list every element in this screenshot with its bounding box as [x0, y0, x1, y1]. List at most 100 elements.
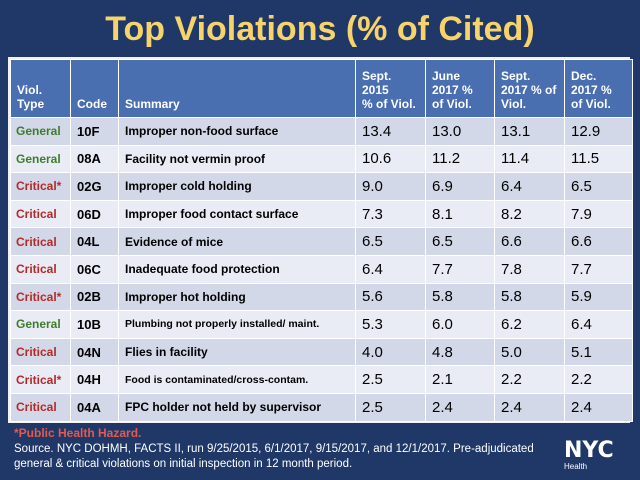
- june-2017-cell: 7.7: [425, 254, 495, 284]
- viol-type-cell: Critical*: [10, 365, 71, 394]
- viol-type-cell: Critical: [10, 254, 71, 284]
- table-row: General 08A Facility not vermin proof 10…: [10, 144, 633, 174]
- code-cell: 06C: [70, 254, 119, 284]
- sept-2017-cell: 7.8: [494, 254, 565, 284]
- table-row: General 10F Improper non-food surface 13…: [10, 117, 633, 146]
- nyc-logo-mark: NYC: [564, 438, 614, 463]
- summary-cell: Improper food contact surface: [118, 199, 356, 229]
- sept-2015-cell: 4.0: [355, 337, 426, 367]
- viol-type-cell: General: [10, 310, 71, 339]
- public-health-hazard-footnote: *Public Health Hazard.: [14, 426, 142, 440]
- table-row: General 10B Plumbing not properly instal…: [10, 310, 633, 339]
- sept-2017-cell: 13.1: [494, 117, 565, 146]
- sept-2015-cell: 13.4: [355, 117, 426, 146]
- violations-table-container: Viol. Type Code Summary Sept. 2015 % of …: [8, 57, 633, 423]
- nyc-health-logo: NYC Health: [564, 440, 622, 474]
- dec-2017-cell: 2.2: [564, 365, 633, 394]
- header-viol-type: Viol. Type: [10, 59, 71, 118]
- table-row: Critical* 02B Improper hot holding 5.6 5…: [10, 282, 633, 312]
- violations-table: Viol. Type Code Summary Sept. 2015 % of …: [10, 59, 633, 422]
- nyc-logo-subtitle: Health: [564, 462, 588, 471]
- summary-cell: Facility not vermin proof: [118, 144, 356, 174]
- dec-2017-cell: 7.7: [564, 254, 633, 284]
- header-code: Code: [70, 59, 119, 118]
- viol-type-cell: Critical: [10, 227, 71, 256]
- sept-2015-cell: 6.4: [355, 254, 426, 284]
- sept-2017-cell: 6.6: [494, 227, 565, 256]
- sept-2017-cell: 8.2: [494, 199, 565, 229]
- table-row: Critical* 04H Food is contaminated/cross…: [10, 365, 633, 394]
- viol-type-cell: Critical*: [10, 282, 71, 312]
- sept-2017-cell: 6.4: [494, 172, 565, 201]
- dec-2017-cell: 7.9: [564, 199, 633, 229]
- table-header-row: Viol. Type Code Summary Sept. 2015 % of …: [10, 59, 633, 118]
- sept-2017-cell: 5.0: [494, 337, 565, 367]
- june-2017-cell: 4.8: [425, 337, 495, 367]
- header-sept-2015: Sept. 2015 % of Viol.: [355, 59, 426, 118]
- slide-title: Top Violations (% of Cited): [105, 10, 535, 48]
- sept-2017-cell: 2.4: [494, 392, 565, 422]
- dec-2017-cell: 11.5: [564, 144, 633, 174]
- dec-2017-cell: 5.1: [564, 337, 633, 367]
- code-cell: 10B: [70, 310, 119, 339]
- viol-type-cell: Critical: [10, 337, 71, 367]
- sept-2015-cell: 6.5: [355, 227, 426, 256]
- summary-cell: Food is contaminated/cross-contam.: [118, 365, 356, 394]
- header-june-2017: June 2017 % of Viol.: [425, 59, 495, 118]
- sept-2015-cell: 5.6: [355, 282, 426, 312]
- table-row: Critical 04N Flies in facility 4.0 4.8 5…: [10, 337, 633, 367]
- sept-2017-cell: 2.2: [494, 365, 565, 394]
- sept-2017-cell: 5.8: [494, 282, 565, 312]
- code-cell: 04N: [70, 337, 119, 367]
- sept-2017-cell: 6.2: [494, 310, 565, 339]
- code-cell: 08A: [70, 144, 119, 174]
- sept-2017-cell: 11.4: [494, 144, 565, 174]
- summary-cell: Evidence of mice: [118, 227, 356, 256]
- june-2017-cell: 8.1: [425, 199, 495, 229]
- source-note: Source. NYC DOHMH, FACTS II, run 9/25/20…: [14, 443, 534, 470]
- sept-2015-cell: 5.3: [355, 310, 426, 339]
- june-2017-cell: 2.1: [425, 365, 495, 394]
- header-sept-2017: Sept. 2017 % of Viol.: [494, 59, 565, 118]
- header-dec-2017: Dec. 2017 % of Viol.: [564, 59, 633, 118]
- sept-2015-cell: 9.0: [355, 172, 426, 201]
- summary-cell: Improper hot holding: [118, 282, 356, 312]
- table-row: Critical 06D Improper food contact surfa…: [10, 199, 633, 229]
- table-row: Critical 04A FPC holder not held by supe…: [10, 392, 633, 422]
- code-cell: 04L: [70, 227, 119, 256]
- summary-cell: Flies in facility: [118, 337, 356, 367]
- summary-cell: Improper cold holding: [118, 172, 356, 201]
- table-row: Critical* 02G Improper cold holding 9.0 …: [10, 172, 633, 201]
- june-2017-cell: 13.0: [425, 117, 495, 146]
- sept-2015-cell: 2.5: [355, 392, 426, 422]
- viol-type-cell: Critical*: [10, 172, 71, 201]
- dec-2017-cell: 5.9: [564, 282, 633, 312]
- summary-cell: Plumbing not properly installed/ maint.: [118, 310, 356, 339]
- june-2017-cell: 6.9: [425, 172, 495, 201]
- june-2017-cell: 11.2: [425, 144, 495, 174]
- sept-2015-cell: 7.3: [355, 199, 426, 229]
- sept-2015-cell: 10.6: [355, 144, 426, 174]
- june-2017-cell: 6.0: [425, 310, 495, 339]
- code-cell: 02B: [70, 282, 119, 312]
- june-2017-cell: 2.4: [425, 392, 495, 422]
- table-row: Critical 04L Evidence of mice 6.5 6.5 6.…: [10, 227, 633, 256]
- dec-2017-cell: 6.5: [564, 172, 633, 201]
- dec-2017-cell: 12.9: [564, 117, 633, 146]
- table-row: Critical 06C Inadequate food protection …: [10, 254, 633, 284]
- june-2017-cell: 6.5: [425, 227, 495, 256]
- code-cell: 10F: [70, 117, 119, 146]
- code-cell: 04H: [70, 365, 119, 394]
- code-cell: 02G: [70, 172, 119, 201]
- viol-type-cell: General: [10, 144, 71, 174]
- viol-type-cell: Critical: [10, 392, 71, 422]
- viol-type-cell: Critical: [10, 199, 71, 229]
- code-cell: 04A: [70, 392, 119, 422]
- dec-2017-cell: 2.4: [564, 392, 633, 422]
- june-2017-cell: 5.8: [425, 282, 495, 312]
- dec-2017-cell: 6.6: [564, 227, 633, 256]
- header-summary: Summary: [118, 59, 356, 118]
- summary-cell: Improper non-food surface: [118, 117, 356, 146]
- viol-type-cell: General: [10, 117, 71, 146]
- sept-2015-cell: 2.5: [355, 365, 426, 394]
